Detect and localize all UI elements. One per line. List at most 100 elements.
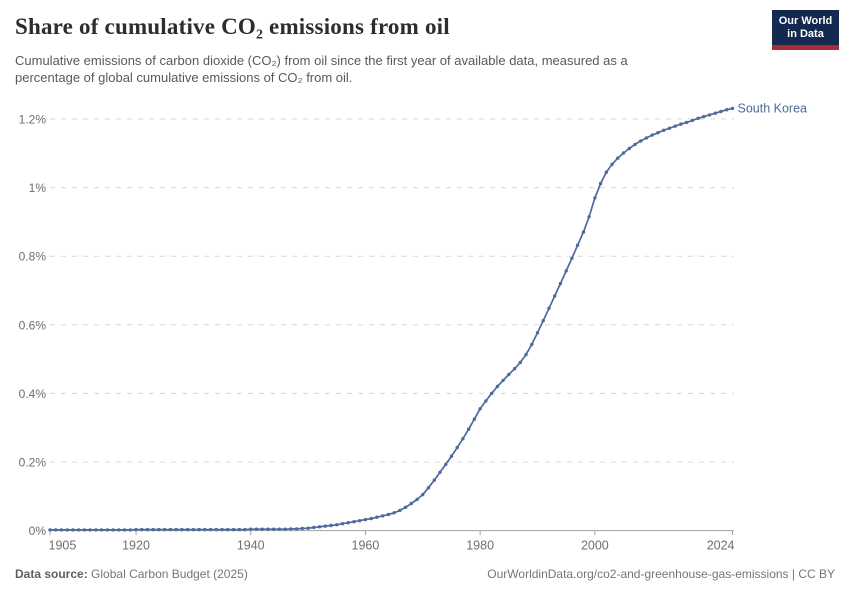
data-point[interactable] — [730, 106, 735, 111]
data-point[interactable] — [484, 399, 488, 403]
data-point[interactable] — [277, 527, 282, 531]
data-point[interactable] — [650, 133, 654, 137]
data-point[interactable] — [467, 427, 471, 431]
data-point[interactable] — [231, 527, 236, 532]
data-point[interactable] — [140, 527, 144, 532]
data-point[interactable] — [77, 528, 81, 532]
data-point[interactable] — [639, 139, 643, 143]
data-point[interactable] — [455, 445, 459, 450]
data-point[interactable] — [489, 391, 494, 396]
data-point[interactable] — [719, 109, 723, 114]
data-point[interactable] — [610, 162, 614, 166]
data-point[interactable] — [478, 407, 482, 411]
data-point[interactable] — [587, 215, 591, 219]
data-point[interactable] — [312, 525, 316, 530]
data-point[interactable] — [71, 528, 75, 532]
data-point[interactable] — [524, 352, 528, 357]
data-point[interactable] — [168, 527, 173, 532]
data-point[interactable] — [713, 111, 717, 115]
data-point[interactable] — [352, 520, 356, 524]
data-point[interactable] — [409, 501, 413, 506]
data-point[interactable] — [690, 118, 695, 123]
data-point[interactable] — [289, 527, 293, 531]
data-point[interactable] — [564, 269, 568, 273]
data-point[interactable] — [616, 156, 620, 160]
data-point[interactable] — [122, 528, 127, 532]
data-point[interactable] — [444, 462, 448, 467]
data-point[interactable] — [644, 136, 649, 140]
data-point[interactable] — [82, 528, 87, 532]
data-point[interactable] — [214, 527, 218, 532]
data-point[interactable] — [254, 527, 259, 531]
data-point[interactable] — [673, 124, 677, 128]
data-point[interactable] — [501, 378, 505, 383]
data-point[interactable] — [157, 527, 161, 532]
data-point[interactable] — [300, 526, 305, 531]
data-point[interactable] — [128, 528, 132, 532]
data-point[interactable] — [323, 524, 327, 528]
data-point[interactable] — [272, 527, 276, 531]
data-point[interactable] — [111, 528, 115, 532]
data-point[interactable] — [604, 170, 608, 174]
data-point[interactable] — [94, 528, 98, 532]
data-point[interactable] — [553, 294, 557, 298]
data-point[interactable] — [48, 528, 52, 532]
data-point[interactable] — [684, 120, 689, 125]
data-point[interactable] — [558, 281, 563, 286]
data-point[interactable] — [243, 527, 247, 532]
data-point[interactable] — [99, 528, 104, 532]
data-point[interactable] — [696, 116, 700, 120]
data-point[interactable] — [662, 128, 666, 132]
data-point[interactable] — [249, 527, 253, 531]
data-point[interactable] — [656, 131, 660, 135]
data-point[interactable] — [208, 527, 213, 532]
data-point[interactable] — [535, 331, 540, 335]
data-point[interactable] — [449, 454, 454, 458]
data-point[interactable] — [54, 528, 58, 532]
data-point[interactable] — [203, 527, 207, 532]
data-point[interactable] — [461, 437, 465, 441]
data-point[interactable] — [65, 528, 69, 532]
data-point[interactable] — [541, 319, 545, 323]
data-point[interactable] — [403, 505, 408, 509]
series-line[interactable] — [50, 107, 733, 531]
data-point[interactable] — [380, 514, 385, 518]
data-point[interactable] — [530, 342, 534, 347]
line-chart-canvas[interactable]: 0% 0.2% 0.4% 0.6% 0.8% 1% 1.2% 1905 1920 1940 1960… — [0, 90, 850, 565]
data-point[interactable] — [415, 497, 419, 502]
data-point[interactable] — [593, 196, 597, 200]
data-point[interactable] — [220, 527, 224, 532]
data-point[interactable] — [707, 113, 712, 117]
series-south-korea[interactable]: South Korea — [48, 101, 808, 532]
data-point[interactable] — [512, 367, 517, 371]
data-point[interactable] — [266, 527, 270, 531]
entity-label-south-korea[interactable]: South Korea — [738, 101, 808, 115]
data-point[interactable] — [197, 527, 201, 532]
data-point[interactable] — [358, 519, 362, 523]
data-point[interactable] — [180, 527, 184, 532]
data-point[interactable] — [294, 527, 299, 531]
data-point[interactable] — [191, 527, 196, 532]
data-point[interactable] — [105, 528, 110, 532]
data-point[interactable] — [145, 527, 150, 532]
data-point[interactable] — [237, 527, 241, 532]
data-point[interactable] — [472, 417, 477, 421]
data-point[interactable] — [392, 511, 396, 515]
data-point[interactable] — [702, 114, 706, 119]
data-point[interactable] — [581, 230, 586, 234]
data-point[interactable] — [575, 243, 580, 247]
data-point[interactable] — [426, 486, 431, 490]
data-point[interactable] — [369, 516, 373, 521]
data-point[interactable] — [163, 527, 167, 532]
data-point[interactable] — [495, 384, 500, 389]
data-point[interactable] — [518, 360, 522, 365]
data-point[interactable] — [340, 522, 345, 526]
data-point[interactable] — [507, 372, 511, 377]
data-point[interactable] — [329, 523, 333, 528]
data-point[interactable] — [547, 306, 551, 310]
data-point[interactable] — [283, 527, 287, 531]
data-point[interactable] — [185, 527, 190, 532]
data-point[interactable] — [421, 492, 425, 497]
data-point[interactable] — [398, 508, 402, 513]
data-point[interactable] — [386, 512, 391, 517]
